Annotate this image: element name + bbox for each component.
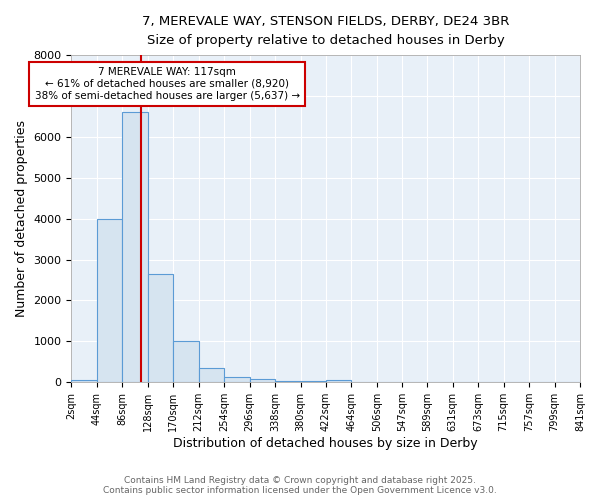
Bar — [148, 274, 173, 382]
X-axis label: Distribution of detached houses by size in Derby: Distribution of detached houses by size … — [173, 437, 478, 450]
Bar — [71, 380, 97, 382]
Bar — [122, 112, 148, 382]
Text: 7 MEREVALE WAY: 117sqm
← 61% of detached houses are smaller (8,920)
38% of semi-: 7 MEREVALE WAY: 117sqm ← 61% of detached… — [35, 68, 300, 100]
Bar — [97, 218, 122, 382]
Bar — [275, 380, 301, 382]
Bar — [301, 380, 326, 382]
Bar — [250, 380, 275, 382]
Text: Contains HM Land Registry data © Crown copyright and database right 2025.
Contai: Contains HM Land Registry data © Crown c… — [103, 476, 497, 495]
Bar — [326, 380, 352, 382]
Bar — [173, 342, 199, 382]
Bar — [199, 368, 224, 382]
Y-axis label: Number of detached properties: Number of detached properties — [15, 120, 28, 317]
Bar — [224, 377, 250, 382]
Title: 7, MEREVALE WAY, STENSON FIELDS, DERBY, DE24 3BR
Size of property relative to de: 7, MEREVALE WAY, STENSON FIELDS, DERBY, … — [142, 15, 509, 47]
